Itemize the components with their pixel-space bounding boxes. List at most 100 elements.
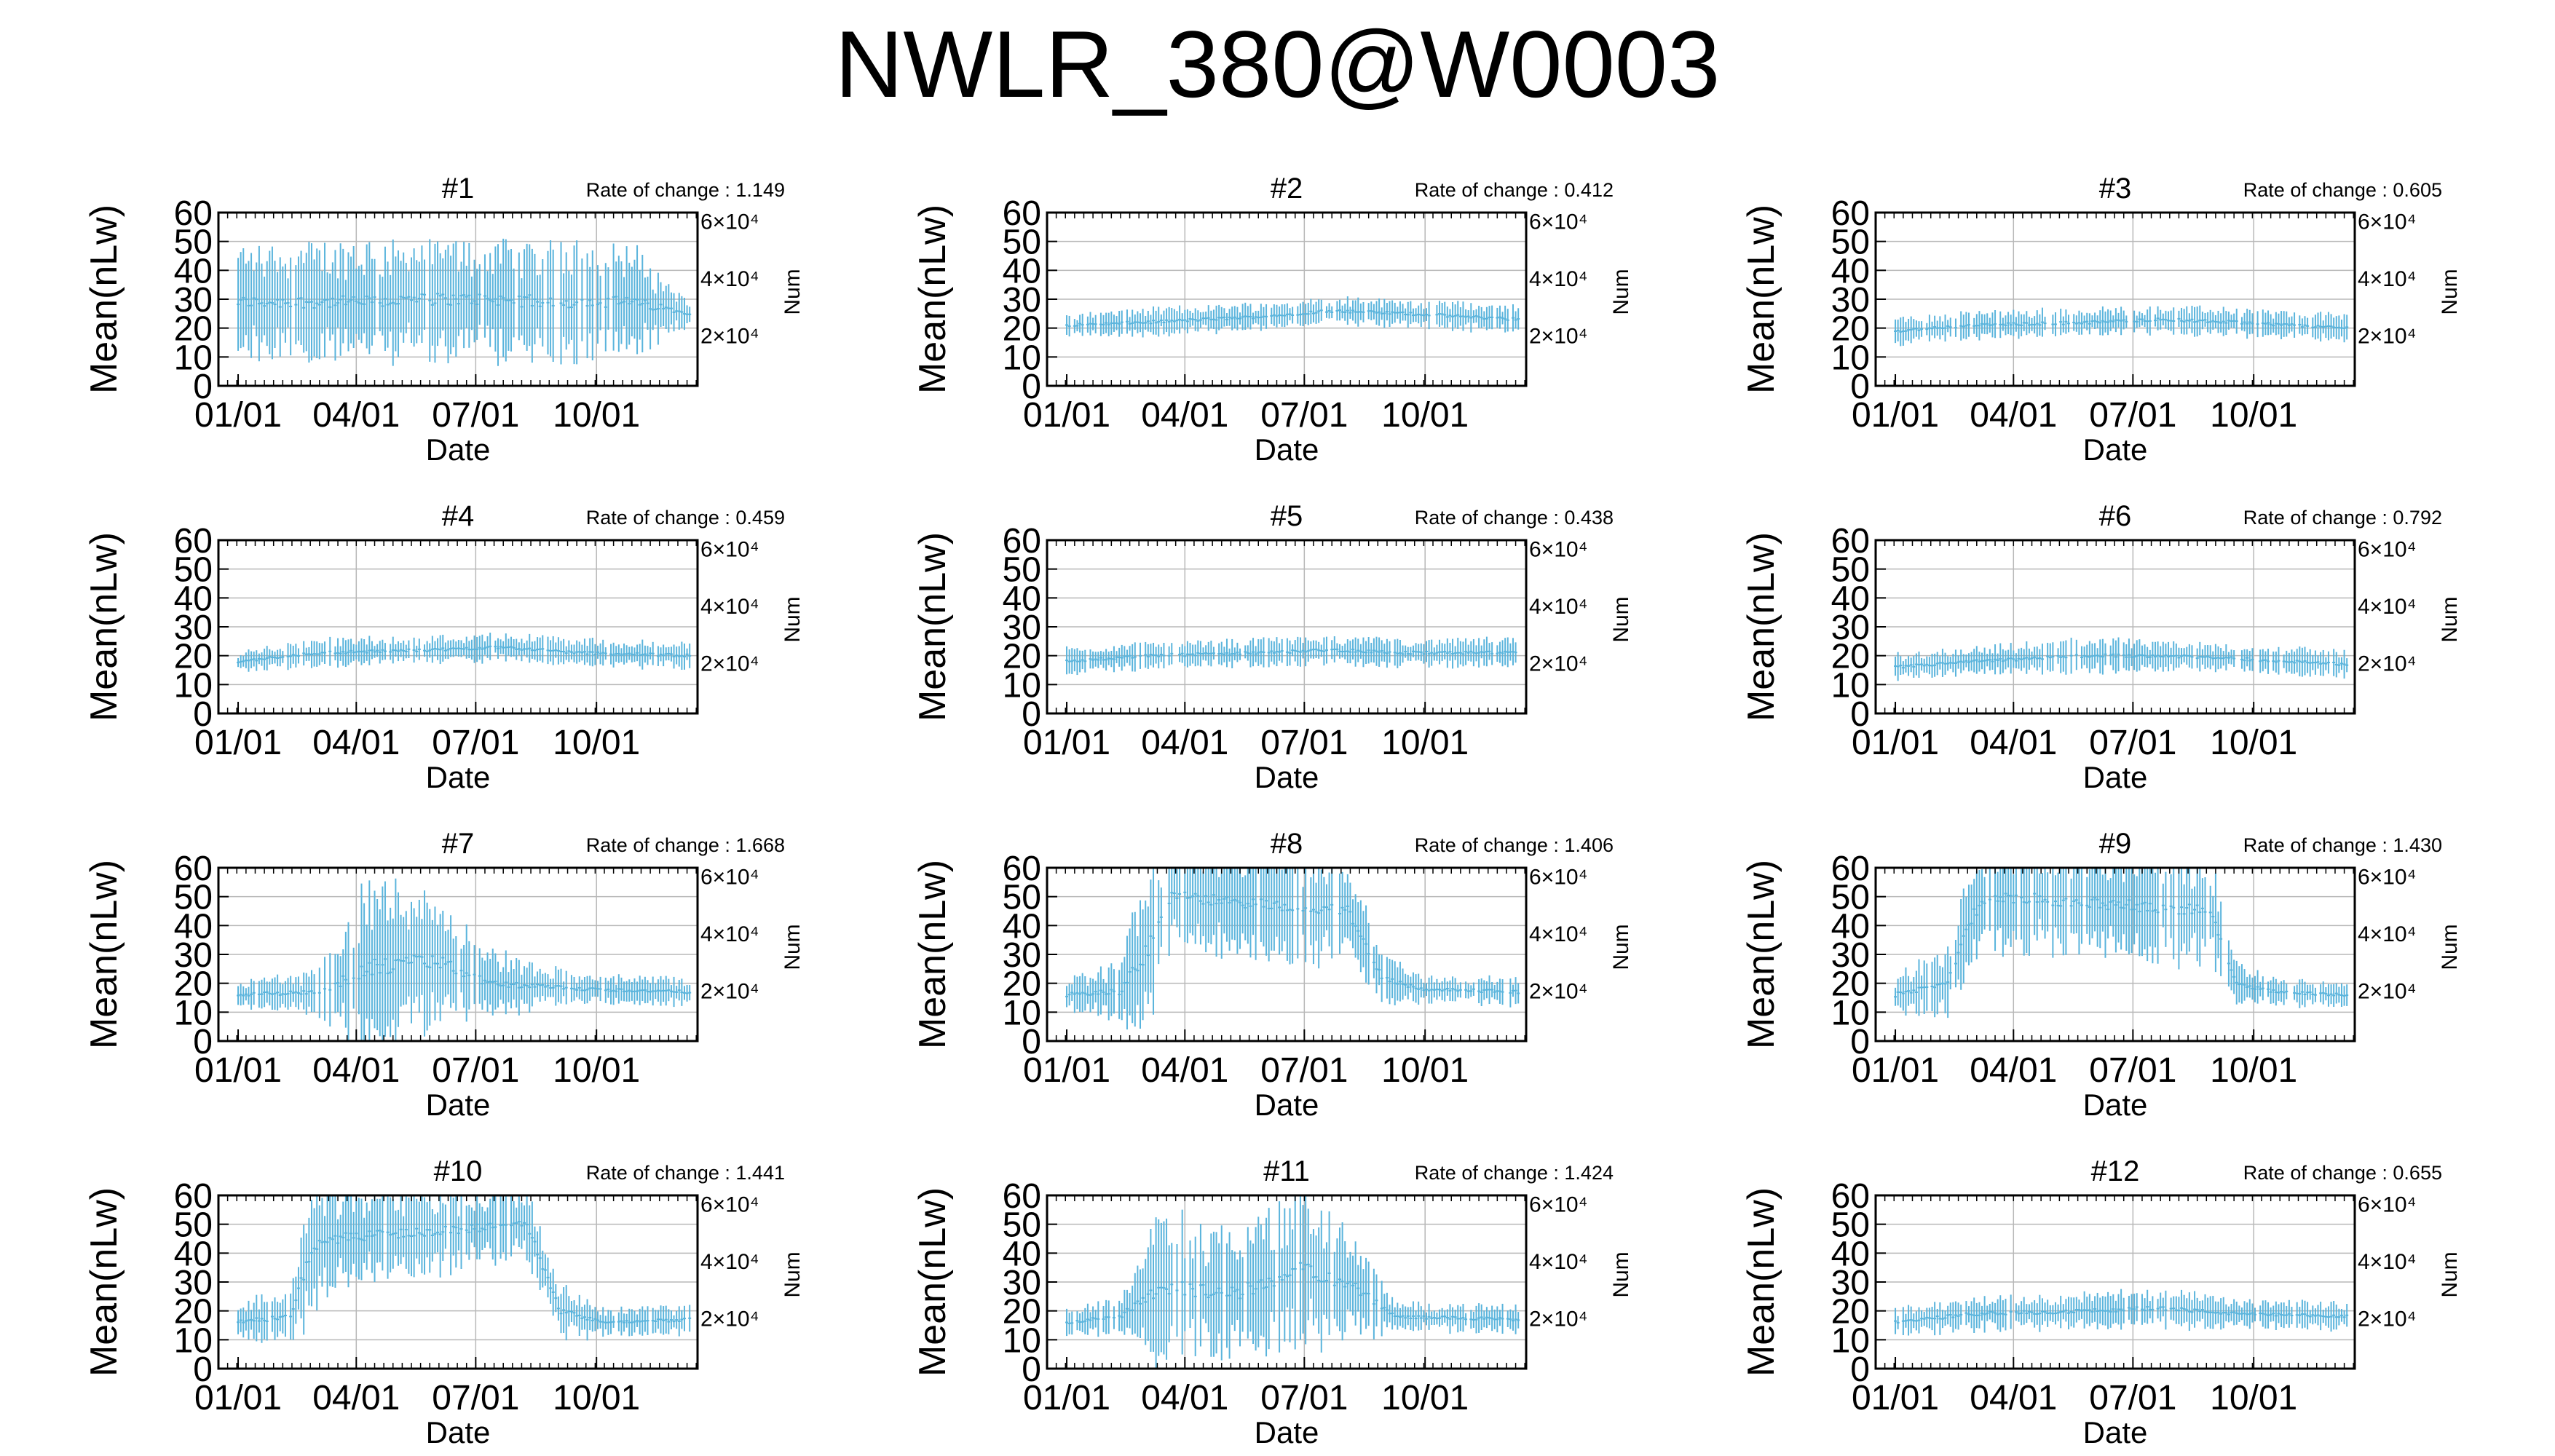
y-tick-label: 0 (1850, 1023, 1870, 1061)
x-axis-label: Date (2083, 432, 2148, 467)
x-axis-label: Date (2083, 1088, 2148, 1122)
x-tick-label: 01/01 (1852, 1051, 1939, 1090)
x-tick-label: 10/01 (1381, 396, 1469, 435)
y2-axis-label: Num (781, 924, 805, 970)
y-tick-label: 10 (1831, 994, 1870, 1032)
y2-tick-label: 4×10⁴ (1529, 267, 1587, 291)
x-tick-label: 10/01 (2210, 1051, 2297, 1090)
y2-tick-label: 4×10⁴ (700, 267, 759, 291)
y2-axis-label: Num (2438, 269, 2462, 314)
x-tick-label: 01/01 (1852, 724, 1939, 762)
data-series (1894, 868, 2349, 1018)
rate-of-change-label: Rate of change : 0.605 (2243, 179, 2442, 201)
y-tick-label: 40 (174, 1235, 213, 1273)
y2-tick-label: 6×10⁴ (2358, 210, 2416, 234)
x-axis-label: Date (426, 760, 491, 794)
x-tick-label: 07/01 (1260, 396, 1348, 435)
y-tick-label: 0 (193, 1350, 213, 1389)
y2-tick-label: 6×10⁴ (2358, 865, 2416, 889)
y-tick-label: 10 (174, 339, 213, 377)
y-tick-label: 50 (174, 223, 213, 262)
x-tick-label: 04/01 (1141, 1051, 1228, 1090)
rate-of-change-label: Rate of change : 0.412 (1415, 179, 1614, 201)
y2-tick-label: 6×10⁴ (700, 865, 759, 889)
y-tick-label: 30 (174, 609, 213, 647)
rate-of-change-label: Rate of change : 1.149 (586, 179, 785, 201)
x-tick-label: 04/01 (312, 724, 400, 762)
y-tick-label: 60 (1831, 194, 1870, 233)
data-series (237, 633, 692, 672)
x-tick-label: 07/01 (1260, 724, 1348, 762)
y-tick-label: 10 (1003, 994, 1041, 1032)
y2-axis-label: Num (1609, 269, 1633, 314)
data-series (1065, 296, 1520, 338)
y2-tick-label: 2×10⁴ (2358, 324, 2416, 348)
y-tick-label: 20 (1003, 310, 1041, 349)
panel-title: #6 (2099, 500, 2132, 532)
x-tick-label: 01/01 (194, 724, 282, 762)
x-tick-label: 01/01 (1023, 396, 1110, 435)
y2-tick-label: 2×10⁴ (1529, 652, 1587, 676)
y2-axis-label: Num (781, 596, 805, 642)
y-tick-label: 60 (1003, 850, 1041, 888)
y-tick-label: 10 (174, 994, 213, 1032)
x-tick-label: 04/01 (312, 1051, 400, 1090)
y-tick-label: 30 (1831, 609, 1870, 647)
y-tick-label: 30 (1003, 281, 1041, 320)
x-axis-label: Date (1255, 432, 1319, 467)
y-tick-label: 0 (1022, 695, 1041, 734)
y-tick-label: 0 (193, 368, 213, 406)
x-tick-label: 04/01 (1970, 724, 2057, 762)
y-tick-label: 50 (1831, 223, 1870, 262)
y-tick-label: 30 (1831, 936, 1870, 975)
panel-title: #7 (442, 828, 475, 860)
x-tick-label: 01/01 (194, 1051, 282, 1090)
x-tick-label: 04/01 (1141, 724, 1228, 762)
y-tick-label: 60 (174, 522, 213, 561)
y-tick-label: 40 (174, 907, 213, 946)
panel-title: #9 (2099, 828, 2132, 860)
y-tick-label: 20 (1831, 638, 1870, 676)
rate-of-change-label: Rate of change : 0.459 (586, 507, 785, 529)
y-tick-label: 50 (1003, 879, 1041, 917)
x-tick-label: 07/01 (432, 396, 519, 435)
y-axis-label: Mean(nLw) (1740, 860, 1782, 1049)
data-series (1065, 868, 1520, 1030)
y-axis-label: Mean(nLw) (83, 860, 125, 1049)
rate-of-change-label: Rate of change : 1.668 (586, 834, 785, 856)
y2-tick-label: 4×10⁴ (700, 922, 759, 946)
x-tick-label: 04/01 (1970, 1051, 2057, 1090)
y-tick-label: 30 (1003, 609, 1041, 647)
x-tick-label: 10/01 (553, 1379, 640, 1417)
y-axis-label: Mean(nLw) (912, 860, 954, 1049)
y2-tick-label: 6×10⁴ (1529, 865, 1587, 889)
y-tick-label: 60 (1831, 522, 1870, 561)
figure-title: NWLR_380@W0003 (834, 11, 1721, 117)
y-axis-label: Mean(nLw) (83, 532, 125, 721)
y-tick-label: 20 (174, 965, 213, 1004)
x-tick-label: 10/01 (2210, 724, 2297, 762)
y-tick-label: 10 (1003, 666, 1041, 705)
x-tick-label: 07/01 (2089, 1051, 2176, 1090)
y2-tick-label: 4×10⁴ (2358, 922, 2416, 946)
data-series (1894, 637, 2349, 681)
panel-title: #5 (1271, 500, 1303, 532)
y2-tick-label: 6×10⁴ (2358, 537, 2416, 561)
y-tick-label: 40 (1003, 579, 1041, 618)
y2-axis-label: Num (1609, 596, 1633, 642)
x-axis-label: Date (426, 432, 491, 467)
y2-tick-label: 2×10⁴ (700, 324, 759, 348)
y2-tick-label: 2×10⁴ (700, 652, 759, 676)
x-tick-label: 07/01 (2089, 724, 2176, 762)
y-tick-label: 50 (1003, 551, 1041, 590)
y-tick-label: 0 (193, 695, 213, 734)
y2-axis-label: Num (1609, 924, 1633, 970)
y-tick-label: 0 (193, 1023, 213, 1061)
y-tick-label: 10 (174, 1321, 213, 1360)
y2-tick-label: 2×10⁴ (1529, 324, 1587, 348)
